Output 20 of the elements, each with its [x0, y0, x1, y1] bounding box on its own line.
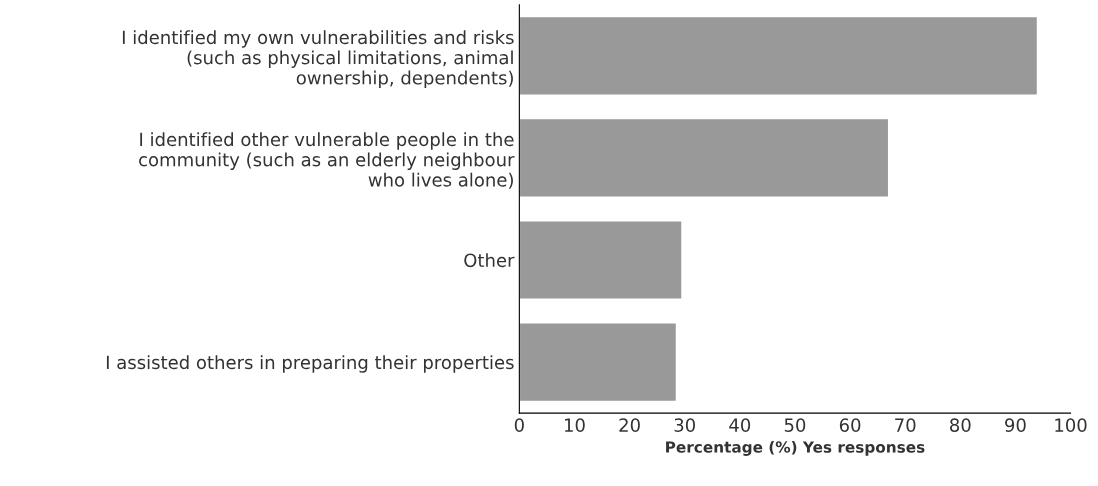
x-tick-label: 30	[674, 418, 695, 432]
x-tick-label: 60	[839, 418, 861, 432]
x-tick-label: 20	[619, 418, 640, 432]
y-tick-label: I assisted others in preparing their properties	[106, 355, 514, 373]
bar	[519, 15, 1039, 96]
bar	[519, 322, 678, 403]
x-tick-label: 100	[1055, 418, 1087, 432]
bar	[519, 220, 683, 300]
x-tick-label: 90	[1005, 418, 1026, 432]
x-tick-label: 40	[729, 418, 751, 432]
x-tick-label: 50	[784, 418, 806, 432]
x-tick-label: 70	[895, 418, 916, 432]
x-tick-label: 0	[514, 418, 524, 432]
x-tick-label: 10	[564, 418, 585, 432]
x-axis-title: Percentage (%) Yes responses	[666, 440, 925, 456]
y-tick-label: I identified my own vulnerabilities and risks (such as physical limitations, animal ownership, dependents)	[122, 30, 514, 89]
y-tick-label: I identified other vulnerable people in the community (such as an elderly neighbour who lives alone)	[139, 132, 515, 189]
bar	[519, 117, 890, 198]
x-tick-label: 80	[950, 418, 971, 432]
y-tick-label: Other	[464, 253, 515, 268]
